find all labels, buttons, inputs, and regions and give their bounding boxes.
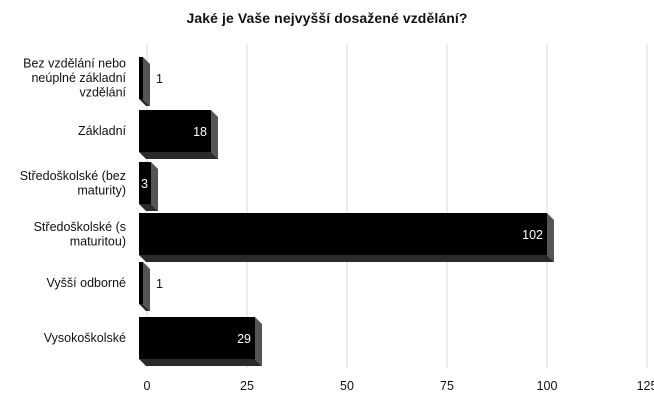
- x-tick-label: 125: [637, 379, 654, 393]
- bar-side: [211, 110, 218, 159]
- x-axis-ticks: 0 25 50 75 100 125: [144, 379, 654, 393]
- x-tick-label: 75: [440, 379, 454, 393]
- x-tick-label: 25: [240, 379, 254, 393]
- bar-side: [151, 162, 158, 211]
- bar: [139, 110, 218, 159]
- bars: 1 18 3 102 1 29: [139, 57, 554, 366]
- bar-side: [547, 213, 554, 262]
- category-label: Bez vzdělání nebo neúplné základní vzdělán…: [23, 57, 126, 100]
- x-tick-label: 0: [144, 379, 151, 393]
- bar-bottom: [139, 152, 218, 159]
- category-label: Vyšší odborné: [47, 276, 126, 290]
- bar: [139, 213, 554, 262]
- bar-face: [139, 57, 143, 99]
- bar-value-label: 3: [141, 177, 148, 191]
- bar-bottom: [139, 204, 158, 211]
- bar-bottom: [139, 359, 262, 366]
- bar: [139, 317, 262, 366]
- bar-value-label: 1: [156, 277, 163, 291]
- bar-side: [143, 57, 150, 106]
- bar-bottom: [139, 255, 554, 262]
- bar-value-label: 1: [156, 72, 163, 86]
- bar-face: [139, 110, 211, 152]
- bar-face: [139, 162, 151, 204]
- bar-bottom: [139, 304, 150, 311]
- bar-value-label: 29: [237, 332, 251, 346]
- bar-value-label: 18: [193, 125, 207, 139]
- category-label: Středoškolské (s maturitou): [34, 220, 126, 249]
- bar-face: [139, 262, 143, 304]
- bar: [139, 262, 150, 311]
- bar-face: [139, 213, 547, 255]
- category-label: Vysokoškolské: [44, 331, 126, 345]
- bar-value-label: 102: [522, 228, 543, 242]
- bar-side: [143, 262, 150, 311]
- bar-bottom: [139, 99, 150, 106]
- bar-face: [139, 317, 255, 359]
- x-tick-label: 100: [537, 379, 558, 393]
- bar: [139, 162, 158, 211]
- bar: [139, 57, 150, 106]
- bar-side: [255, 317, 262, 366]
- category-label: Základní: [78, 124, 126, 138]
- chart-title: Jaké je Vaše nejvyšší dosažené vzdělání?: [186, 10, 468, 26]
- category-labels: Bez vzdělání nebo neúplné základní vzdělán…: [20, 57, 127, 346]
- x-tick-label: 50: [340, 379, 354, 393]
- category-label: Středoškolské (bez maturity): [20, 169, 126, 198]
